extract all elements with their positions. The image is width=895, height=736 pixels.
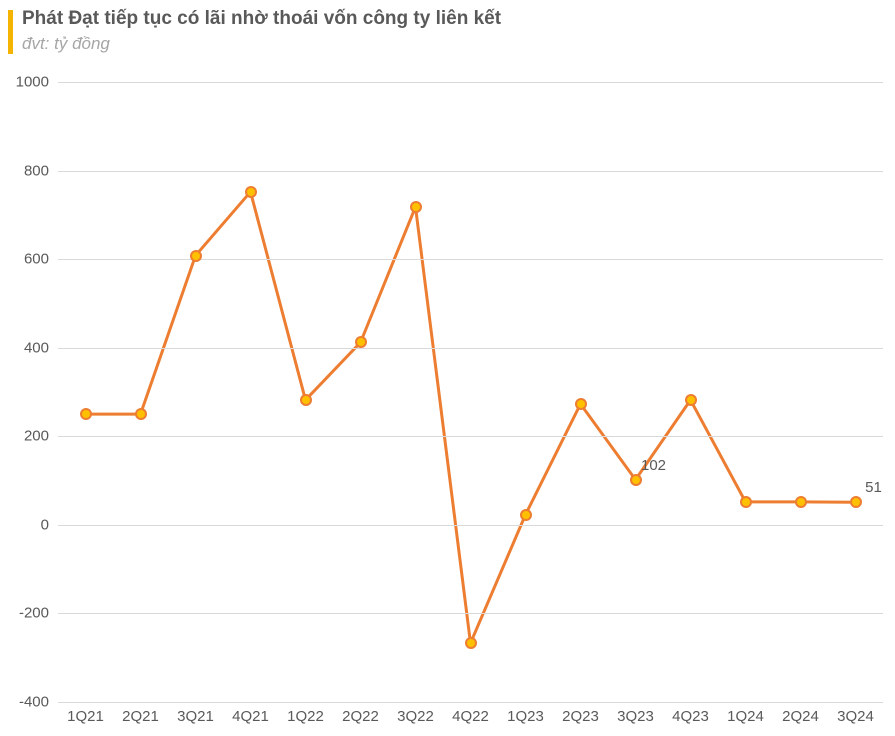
data-point [685,394,697,406]
y-axis-label: 400 [0,339,49,356]
x-axis-label: 1Q22 [287,708,324,725]
x-axis-label: 1Q24 [727,708,764,725]
chart-container: Phát Đạt tiếp tục có lãi nhờ thoái vốn c… [0,0,895,736]
data-point [740,496,752,508]
data-point-label: 51 [865,479,882,496]
x-axis-label: 2Q22 [342,708,379,725]
x-axis-label: 3Q22 [397,708,434,725]
data-point [630,474,642,486]
data-point [850,496,862,508]
data-point [300,394,312,406]
data-point [465,637,477,649]
x-axis-label: 3Q24 [837,708,874,725]
chart-plot-area: -400-200020040060080010001Q212Q213Q214Q2… [58,82,883,702]
x-axis-label: 2Q23 [562,708,599,725]
gridline [58,259,883,260]
data-point [80,408,92,420]
data-point [355,336,367,348]
x-axis-label: 2Q21 [122,708,159,725]
chart-svg [58,82,883,702]
x-axis-label: 3Q21 [177,708,214,725]
gridline [58,82,883,83]
data-point [520,509,532,521]
x-axis-label: 3Q23 [617,708,654,725]
x-axis-label: 2Q24 [782,708,819,725]
y-axis-label: -200 [0,605,49,622]
data-point [135,408,147,420]
accent-bar [8,10,13,54]
x-axis-label: 1Q21 [67,708,104,725]
data-point [190,250,202,262]
data-point-label: 102 [641,457,666,474]
gridline [58,525,883,526]
gridline [58,171,883,172]
gridline [58,436,883,437]
y-axis-label: 800 [0,162,49,179]
data-point [245,186,257,198]
y-axis-label: 0 [0,516,49,533]
data-point [410,201,422,213]
y-axis-label: -400 [0,694,49,711]
x-axis-label: 4Q21 [232,708,269,725]
gridline [58,702,883,703]
data-point [575,398,587,410]
data-point [795,496,807,508]
y-axis-label: 200 [0,428,49,445]
y-axis-label: 600 [0,251,49,268]
gridline [58,613,883,614]
chart-title: Phát Đạt tiếp tục có lãi nhờ thoái vốn c… [22,8,501,30]
x-axis-label: 1Q23 [507,708,544,725]
chart-subtitle: đvt: tỷ đồng [22,34,110,54]
gridline [58,348,883,349]
x-axis-label: 4Q23 [672,708,709,725]
x-axis-label: 4Q22 [452,708,489,725]
y-axis-label: 1000 [0,74,49,91]
